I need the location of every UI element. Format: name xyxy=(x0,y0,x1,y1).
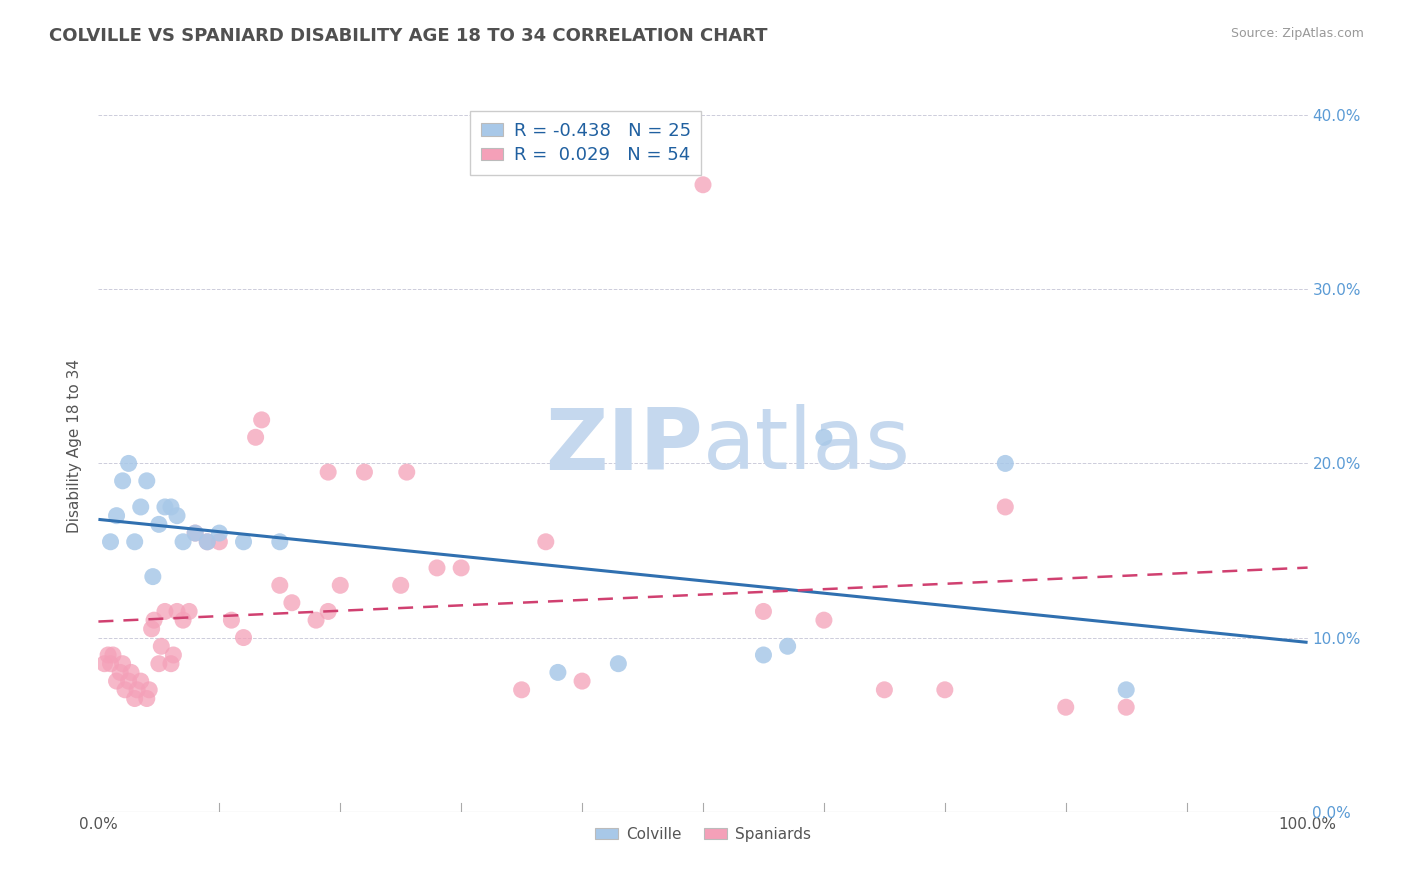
Point xyxy=(316,465,339,479)
Point xyxy=(105,508,128,523)
Point xyxy=(118,457,141,471)
Point xyxy=(160,657,183,671)
Legend: Colville, Spaniards: Colville, Spaniards xyxy=(589,821,817,848)
Point xyxy=(138,682,160,697)
Point xyxy=(547,665,569,680)
Point xyxy=(111,474,134,488)
Point xyxy=(184,526,207,541)
Point xyxy=(195,534,218,549)
Point xyxy=(129,674,152,689)
Text: COLVILLE VS SPANIARD DISABILITY AGE 18 TO 34 CORRELATION CHART: COLVILLE VS SPANIARD DISABILITY AGE 18 T… xyxy=(49,27,768,45)
Point xyxy=(934,682,956,697)
Point xyxy=(153,604,176,618)
Point xyxy=(571,674,593,689)
Point xyxy=(129,500,152,514)
Point xyxy=(776,640,799,654)
Point xyxy=(1054,700,1077,714)
Point xyxy=(389,578,412,592)
Point xyxy=(813,430,835,444)
Point xyxy=(150,640,173,654)
Point xyxy=(607,657,630,671)
Point xyxy=(111,657,134,671)
Point xyxy=(127,682,149,697)
Point xyxy=(1115,700,1137,714)
Point xyxy=(143,613,166,627)
Point xyxy=(179,604,201,618)
Point xyxy=(141,622,163,636)
Point xyxy=(281,596,304,610)
Point xyxy=(160,500,183,514)
Point xyxy=(994,457,1017,471)
Point xyxy=(994,500,1017,514)
Point xyxy=(510,682,533,697)
Point xyxy=(100,657,122,671)
Point xyxy=(148,657,170,671)
Point xyxy=(316,604,339,618)
Point xyxy=(114,682,136,697)
Point xyxy=(813,613,835,627)
Point xyxy=(232,534,254,549)
Point xyxy=(534,534,557,549)
Point xyxy=(221,613,243,627)
Point xyxy=(450,561,472,575)
Point xyxy=(426,561,449,575)
Point xyxy=(172,613,194,627)
Point xyxy=(752,604,775,618)
Point xyxy=(120,665,142,680)
Text: Source: ZipAtlas.com: Source: ZipAtlas.com xyxy=(1230,27,1364,40)
Point xyxy=(184,526,207,541)
Point xyxy=(269,578,291,592)
Point xyxy=(124,534,146,549)
Point xyxy=(1115,682,1137,697)
Point xyxy=(329,578,352,592)
Point xyxy=(105,674,128,689)
Point xyxy=(166,508,188,523)
Point xyxy=(118,674,141,689)
Point xyxy=(873,682,896,697)
Point xyxy=(101,648,124,662)
Text: atlas: atlas xyxy=(703,404,911,488)
Point xyxy=(100,534,122,549)
Text: ZIP: ZIP xyxy=(546,404,703,488)
Point xyxy=(162,648,184,662)
Point xyxy=(135,474,157,488)
Point xyxy=(395,465,418,479)
Y-axis label: Disability Age 18 to 34: Disability Age 18 to 34 xyxy=(67,359,83,533)
Point xyxy=(172,534,194,549)
Point xyxy=(250,413,273,427)
Point xyxy=(305,613,328,627)
Point xyxy=(124,691,146,706)
Point xyxy=(208,526,231,541)
Point xyxy=(153,500,176,514)
Point xyxy=(245,430,267,444)
Point xyxy=(208,534,231,549)
Point xyxy=(97,648,120,662)
Point xyxy=(142,569,165,583)
Point xyxy=(166,604,188,618)
Point xyxy=(195,534,218,549)
Point xyxy=(692,178,714,192)
Point xyxy=(269,534,291,549)
Point xyxy=(752,648,775,662)
Point xyxy=(93,657,115,671)
Point xyxy=(353,465,375,479)
Point xyxy=(148,517,170,532)
Point xyxy=(135,691,157,706)
Point xyxy=(108,665,131,680)
Point xyxy=(232,631,254,645)
